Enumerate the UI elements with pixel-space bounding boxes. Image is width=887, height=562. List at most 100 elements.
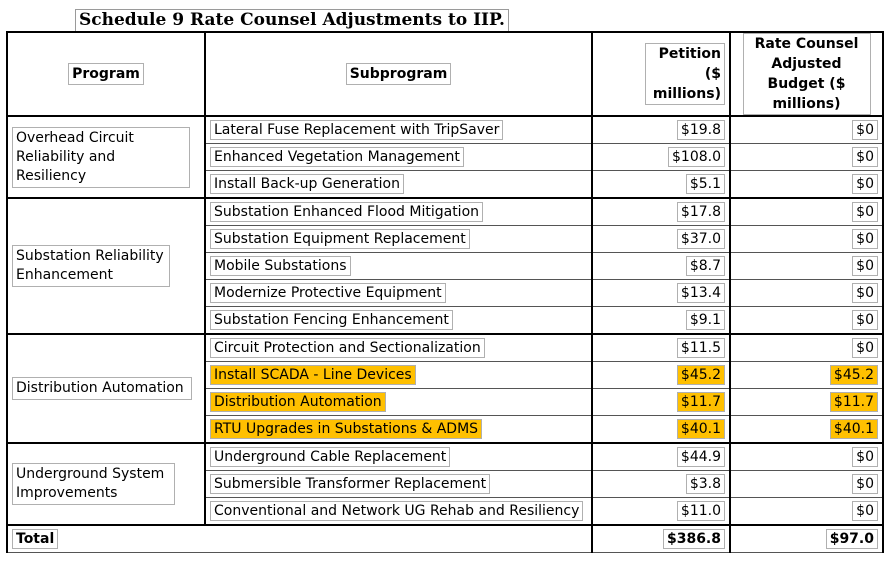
subprogram-cell: Underground Cable Replacement — [204, 442, 593, 471]
petition-value: $108.0 — [668, 147, 725, 167]
rate-counsel-value: $0 — [852, 174, 878, 194]
table-row: Distribution Automation Circuit Protectio… — [6, 333, 884, 444]
petition-value-cell: $9.1 — [591, 306, 731, 335]
program-label: Substation Reliability Enhancement — [12, 245, 170, 287]
table-row: Underground System Improvements Undergrou… — [6, 442, 884, 526]
petition-value-cell: $44.9 — [591, 442, 731, 471]
petition-value: $9.1 — [685, 310, 725, 330]
petition-value-cell: $19.8 — [591, 115, 731, 144]
petition-value-cell: $11.5 — [591, 333, 731, 362]
program-cell: Substation Reliability Enhancement — [6, 197, 206, 335]
header-rate-counsel-label: Rate Counsel Adjusted Budget ($ millions… — [742, 33, 871, 115]
subprogram-cell: Substation Equipment Replacement — [204, 225, 593, 253]
program-cell: Distribution Automation — [6, 333, 206, 444]
petition-value-cell: $45.2 — [591, 361, 731, 389]
rate-counsel-value: $0 — [852, 147, 878, 167]
subprogram: Substation Fencing Enhancement — [210, 310, 453, 330]
petition-value: $13.4 — [676, 283, 725, 303]
subprogram: Install SCADA - Line Devices — [210, 365, 416, 385]
subprogram-cell: Install SCADA - Line Devices — [204, 361, 593, 389]
rate-counsel-value: $40.1 — [829, 419, 878, 439]
table-body: Overhead Circuit Reliability and Resilie… — [6, 115, 884, 553]
total-label-cell: Total — [6, 524, 593, 553]
petition-value-cell: $108.0 — [591, 143, 731, 171]
table-row: Distribution Automation $11.7 $11.7 — [7, 388, 884, 416]
rate-counsel-value: $0 — [852, 229, 878, 249]
subprogram: Substation Enhanced Flood Mitigation — [210, 202, 484, 222]
total-petition: $386.8 — [662, 529, 725, 549]
subprogram: Install Back-up Generation — [210, 174, 404, 194]
subprogram-cell: Substation Enhanced Flood Mitigation — [204, 197, 593, 226]
header-subprogram-label: Subprogram — [345, 63, 452, 85]
petition-value: $3.8 — [685, 474, 725, 494]
table-row: Install Back-up Generation $5.1 $0 — [7, 170, 884, 199]
rate-counsel-value: $0 — [852, 256, 878, 276]
subprogram-cell: Install Back-up Generation — [204, 170, 593, 199]
rate-counsel-value: $0 — [852, 447, 878, 467]
table-row: Modernize Protective Equipment $13.4 $0 — [7, 279, 884, 307]
header-program: Program — [6, 31, 206, 117]
rate-counsel-value-cell: $0 — [729, 470, 884, 498]
subprogram: Underground Cable Replacement — [210, 447, 451, 467]
rate-counsel-value-cell: $0 — [729, 170, 884, 199]
rate-counsel-value-cell: $11.7 — [729, 388, 884, 416]
petition-value-cell: $40.1 — [591, 415, 731, 444]
table-row: Substation Fencing Enhancement $9.1 $0 — [7, 306, 884, 335]
petition-value-cell: $13.4 — [591, 279, 731, 307]
subprogram: Distribution Automation — [210, 392, 386, 412]
petition-value: $45.2 — [676, 365, 725, 385]
petition-value: $11.5 — [676, 338, 725, 358]
rate-counsel-value-cell: $45.2 — [729, 361, 884, 389]
petition-value-cell: $11.7 — [591, 388, 731, 416]
petition-value: $44.9 — [676, 447, 725, 467]
petition-value: $19.8 — [676, 120, 725, 140]
petition-value: $37.0 — [676, 229, 725, 249]
table-row: Substation Reliability Enhancement Substa… — [6, 197, 884, 335]
rate-counsel-value-cell: $0 — [729, 497, 884, 526]
rate-counsel-value-cell: $0 — [729, 143, 884, 171]
total-petition-cell: $386.8 — [591, 524, 731, 553]
table-row: Overhead Circuit Reliability and Resilie… — [6, 115, 884, 199]
program-label: Underground System Improvements — [12, 463, 175, 505]
rate-counsel-value: $0 — [852, 338, 878, 358]
rate-counsel-value: $0 — [852, 474, 878, 494]
table-row: Submersible Transformer Replacement $3.8 $… — [7, 470, 884, 498]
rate-counsel-value-cell: $0 — [729, 279, 884, 307]
subprogram-cell: RTU Upgrades in Substations & ADMS — [204, 415, 593, 444]
subprogram-cell: Distribution Automation — [204, 388, 593, 416]
table-row: Install SCADA - Line Devices $45.2 $45.2 — [7, 361, 884, 389]
subprogram: Substation Equipment Replacement — [210, 229, 470, 249]
header-program-label: Program — [68, 63, 144, 85]
petition-value-cell: $17.8 — [591, 197, 731, 226]
rate-counsel-value: $0 — [852, 283, 878, 303]
subprogram-cell: Mobile Substations — [204, 252, 593, 280]
table-row: Mobile Substations $8.7 $0 — [7, 252, 884, 280]
petition-value-cell: $8.7 — [591, 252, 731, 280]
program-cell: Overhead Circuit Reliability and Resilie… — [6, 115, 206, 199]
rate-counsel-value-cell: $0 — [729, 115, 884, 144]
subprogram: Lateral Fuse Replacement with TripSaver — [210, 120, 504, 140]
program-cell: Underground System Improvements — [6, 442, 206, 526]
subprogram: RTU Upgrades in Substations & ADMS — [210, 419, 483, 439]
petition-value: $17.8 — [676, 202, 725, 222]
rate-counsel-value: $0 — [852, 120, 878, 140]
rate-counsel-value: $45.2 — [829, 365, 878, 385]
subprogram-cell: Lateral Fuse Replacement with TripSaver — [204, 115, 593, 144]
total-label: Total — [12, 529, 59, 549]
subprogram-cell: Submersible Transformer Replacement — [204, 470, 593, 498]
rate-counsel-value: $11.7 — [829, 392, 878, 412]
rate-counsel-value-cell: $0 — [729, 197, 884, 226]
subprogram: Submersible Transformer Replacement — [210, 474, 491, 494]
petition-value: $11.0 — [676, 501, 725, 521]
rate-counsel-value: $0 — [852, 501, 878, 521]
subprogram-cell: Circuit Protection and Sectionalization — [204, 333, 593, 362]
petition-value-cell: $5.1 — [591, 170, 731, 199]
subprogram: Conventional and Network UG Rehab and Re… — [210, 501, 584, 521]
header-petition: Petition ($ millions) — [591, 31, 731, 117]
rate-counsel-value-cell: $40.1 — [729, 415, 884, 444]
petition-value: $40.1 — [676, 419, 725, 439]
document-title: Schedule 9 Rate Counsel Adjustments to I… — [75, 9, 509, 32]
header-row: Program Subprogram Petition ($ millions)… — [6, 31, 884, 117]
header-rate-counsel: Rate Counsel Adjusted Budget ($ millions… — [729, 31, 884, 117]
header-subprogram: Subprogram — [204, 31, 593, 117]
